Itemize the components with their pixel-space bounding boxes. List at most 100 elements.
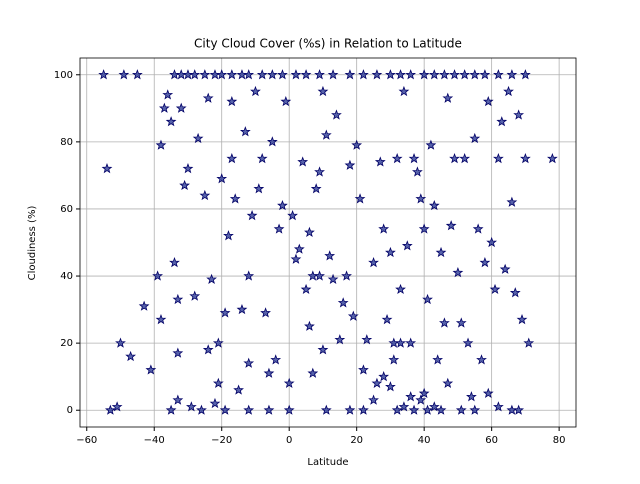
data-point	[445, 220, 457, 231]
data-point	[266, 136, 278, 147]
data-point	[523, 337, 535, 348]
plot-frame	[79, 57, 577, 428]
data-point	[513, 404, 525, 415]
data-point	[223, 230, 234, 241]
data-point	[277, 199, 288, 211]
data-point	[476, 354, 487, 365]
data-point	[199, 189, 211, 201]
data-point	[368, 394, 379, 405]
data-point	[212, 337, 224, 348]
data-point	[395, 283, 406, 295]
data-point	[337, 297, 349, 308]
data-point	[317, 85, 329, 97]
data-point	[226, 95, 238, 107]
data-point	[391, 152, 403, 164]
data-point	[327, 69, 339, 80]
data-point	[273, 223, 285, 234]
data-point	[206, 273, 217, 284]
x-tick-label: 0	[286, 435, 292, 446]
data-point	[243, 270, 255, 281]
data-point	[145, 364, 157, 375]
data-point	[489, 283, 501, 295]
data-point	[361, 334, 373, 345]
data-point	[422, 404, 433, 415]
y-tick-label: 20	[60, 338, 73, 349]
data-point	[398, 401, 410, 412]
data-point	[155, 139, 167, 150]
data-point	[314, 270, 325, 281]
data-point	[344, 159, 356, 170]
data-point	[435, 246, 447, 258]
data-point	[270, 354, 282, 365]
data-point	[304, 320, 315, 331]
data-point	[493, 401, 504, 412]
data-point	[256, 152, 268, 164]
data-point	[482, 95, 494, 107]
data-point	[405, 337, 417, 348]
data-point	[310, 183, 322, 194]
data-point	[277, 69, 288, 80]
data-point	[320, 404, 332, 415]
data-point	[202, 92, 214, 103]
data-point	[152, 270, 163, 281]
data-point	[425, 139, 437, 150]
data-point	[395, 69, 406, 80]
data-point	[371, 377, 383, 388]
data-point	[182, 163, 194, 174]
data-point	[493, 69, 504, 80]
data-point	[408, 404, 420, 415]
data-point	[253, 183, 265, 194]
data-point	[506, 196, 518, 207]
data-point	[358, 404, 369, 415]
data-point	[300, 69, 312, 80]
data-point	[189, 69, 201, 80]
data-point	[388, 354, 400, 365]
data-point	[185, 401, 197, 412]
data-point	[209, 397, 221, 409]
data-point	[482, 387, 494, 399]
data-point	[351, 139, 363, 150]
data-point	[442, 92, 454, 103]
data-point	[307, 367, 319, 378]
data-point	[304, 226, 315, 238]
data-point	[196, 404, 207, 415]
data-point	[513, 109, 525, 120]
data-point	[327, 273, 339, 284]
data-point	[479, 69, 491, 80]
data-point	[341, 270, 352, 281]
data-point	[283, 404, 295, 415]
data-point	[408, 152, 420, 164]
data-point	[172, 347, 184, 358]
data-point	[229, 193, 241, 204]
data-point	[300, 283, 312, 295]
data-point	[334, 334, 346, 345]
data-point	[405, 69, 417, 80]
data-point	[439, 317, 450, 328]
data-point	[165, 116, 177, 127]
data-point	[374, 156, 386, 167]
data-point	[415, 394, 427, 405]
data-point	[256, 69, 268, 80]
data-point	[422, 293, 433, 305]
data-point	[509, 287, 521, 298]
data-point	[547, 152, 558, 164]
data-point	[263, 404, 275, 415]
data-point	[138, 300, 150, 311]
x-tick-label: 60	[485, 435, 498, 446]
data-point	[243, 69, 255, 80]
data-point	[320, 129, 332, 140]
data-point	[469, 404, 481, 415]
data-point	[216, 69, 228, 80]
data-point	[385, 246, 396, 258]
data-point	[125, 350, 136, 362]
data-point	[290, 253, 302, 264]
data-point	[455, 317, 467, 328]
data-point	[455, 404, 467, 415]
data-point	[412, 166, 423, 177]
data-point	[428, 69, 440, 80]
data-point	[169, 256, 180, 268]
x-tick-label: 20	[350, 435, 363, 446]
data-point	[192, 132, 204, 144]
